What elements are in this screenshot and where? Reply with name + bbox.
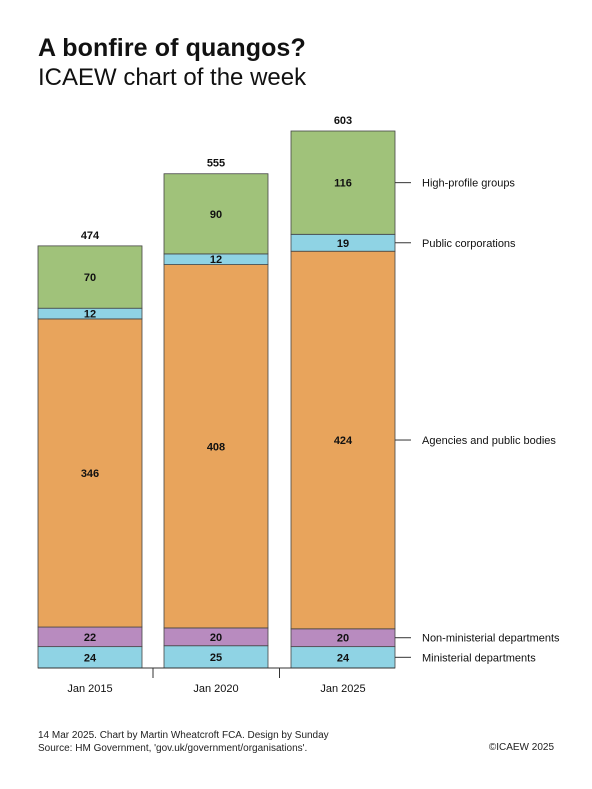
total-label-jan-2020: 555 <box>207 158 225 170</box>
data-label-agencies-and-public-bodies-jan-2015: 346 <box>81 468 99 480</box>
legend-label-public-corporations: Public corporations <box>422 238 516 250</box>
total-label-jan-2025: 603 <box>334 115 352 127</box>
footer-notes: 14 Mar 2025. Chart by Martin Wheatcroft … <box>38 729 329 755</box>
bar-segment-high-profile-groups-jan-2020 <box>163 173 269 255</box>
data-label-high-profile-groups-jan-2015: 70 <box>84 272 96 284</box>
x-tick-label-jan-2015: Jan 2015 <box>67 683 112 695</box>
data-label-ministerial-departments-jan-2025: 24 <box>337 652 350 664</box>
legend-label-non-ministerial-departments: Non-ministerial departments <box>422 633 560 645</box>
data-label-non-ministerial-departments-jan-2015: 22 <box>84 632 96 644</box>
legend-label-high-profile-groups: High-profile groups <box>422 178 515 190</box>
chart-title: A bonfire of quangos? <box>38 34 306 62</box>
x-tick-label-jan-2020: Jan 2020 <box>193 683 238 695</box>
data-label-non-ministerial-departments-jan-2025: 20 <box>337 633 349 645</box>
bar-segment-agencies-and-public-bodies-jan-2025 <box>290 250 396 630</box>
data-label-agencies-and-public-bodies-jan-2020: 408 <box>207 441 225 453</box>
legend-label-agencies-and-public-bodies: Agencies and public bodies <box>422 435 556 447</box>
data-label-high-profile-groups-jan-2020: 90 <box>210 209 222 221</box>
footer-source: Source: HM Government, 'gov.uk/governmen… <box>38 743 308 754</box>
copyright-notice: ©ICAEW 2025 <box>488 742 554 753</box>
bar-segment-high-profile-groups-jan-2025 <box>290 130 396 235</box>
x-tick-label-jan-2025: Jan 2025 <box>320 683 365 695</box>
data-label-public-corporations-jan-2020: 12 <box>210 254 222 266</box>
data-label-ministerial-departments-jan-2015: 24 <box>84 652 97 664</box>
footer-credit: 14 Mar 2025. Chart by Martin Wheatcroft … <box>38 730 329 741</box>
legend-label-ministerial-departments: Ministerial departments <box>422 652 536 664</box>
bar-segment-high-profile-groups-jan-2015 <box>37 245 143 309</box>
chart-subtitle: ICAEW chart of the week <box>38 64 307 91</box>
bar-segment-agencies-and-public-bodies-jan-2020 <box>163 264 269 629</box>
data-label-agencies-and-public-bodies-jan-2025: 424 <box>334 435 353 447</box>
data-label-public-corporations-jan-2015: 12 <box>84 309 96 321</box>
data-label-high-profile-groups-jan-2025: 116 <box>334 178 352 190</box>
data-label-non-ministerial-departments-jan-2020: 20 <box>210 632 222 644</box>
data-label-public-corporations-jan-2025: 19 <box>337 238 349 250</box>
bar-segment-agencies-and-public-bodies-jan-2015 <box>37 318 143 628</box>
total-label-jan-2015: 474 <box>81 230 100 242</box>
data-label-ministerial-departments-jan-2020: 25 <box>210 652 222 664</box>
